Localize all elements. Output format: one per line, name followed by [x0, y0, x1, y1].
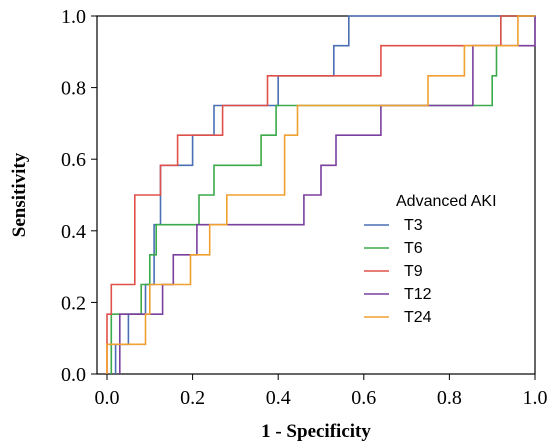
legend-title: Advanced AKI	[396, 193, 497, 210]
series-line-t24	[106, 15, 535, 374]
legend-label-t24: T24	[404, 309, 432, 326]
y-tick-label: 0.6	[61, 149, 86, 171]
axis-layer: 0.0 0.2 0.4 0.6 0.8 1.0 0.0 0.2 0.4 0.6 0.8 1.0	[61, 6, 548, 409]
y-tick-label: 0.0	[61, 364, 86, 386]
x-tick-label: 0.8	[437, 387, 462, 409]
series-line-t6	[110, 15, 535, 374]
x-tick-label: 0.0	[95, 387, 120, 409]
x-axis-title: 1 - Specificity	[261, 421, 371, 441]
x-tick-label: 0.6	[351, 387, 376, 409]
legend-label-t6: T6	[404, 240, 423, 257]
y-tick-label: 0.4	[61, 221, 86, 243]
legend-label-t9: T9	[404, 263, 423, 280]
legend: Advanced AKI T3 T6 T9 T12 T24	[364, 193, 497, 326]
x-tick-label: 0.2	[180, 387, 205, 409]
y-tick-label: 1.0	[61, 6, 86, 28]
plot-area-frame	[96, 15, 536, 375]
x-tick-label: 1.0	[523, 387, 548, 409]
legend-items: T3 T6 T9 T12 T24	[364, 217, 432, 326]
legend-label-t12: T12	[404, 286, 432, 303]
y-axis-title: Sensitivity	[9, 152, 30, 237]
series-line-t9	[106, 15, 535, 374]
series-layer	[106, 15, 536, 374]
y-tick-label: 0.8	[61, 78, 86, 100]
y-tick-label: 0.2	[61, 292, 86, 314]
legend-label-t3: T3	[404, 217, 423, 234]
x-tick-label: 0.4	[266, 387, 291, 409]
